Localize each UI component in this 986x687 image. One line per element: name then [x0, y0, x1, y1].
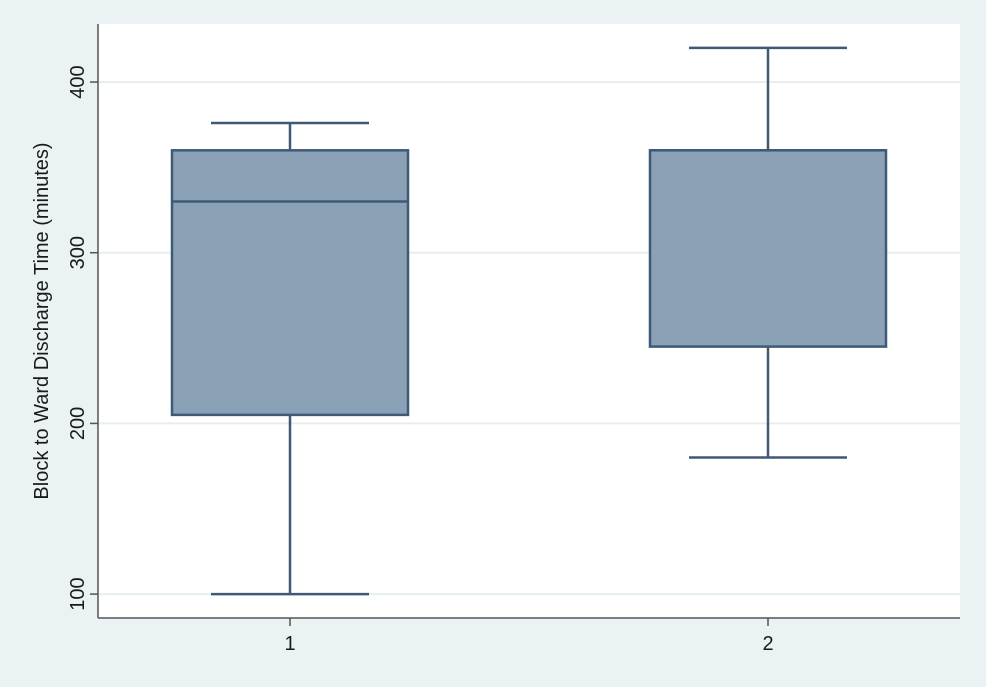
- box-2: [648, 46, 888, 459]
- axes: 100 200 300 400 1 2: [67, 24, 960, 655]
- box-iqr-1: [170, 149, 410, 417]
- x-tick-label-2: 2: [762, 633, 773, 655]
- y-tick-label-300: 300: [67, 236, 89, 269]
- y-tick-label-200: 200: [67, 407, 89, 440]
- box-iqr-2: [648, 149, 888, 348]
- y-tick-label-400: 400: [67, 65, 89, 98]
- y-tick-label-100: 100: [67, 577, 89, 610]
- y-axis-label: Block to Ward Discharge Time (minutes): [31, 142, 53, 499]
- boxes: [170, 46, 888, 596]
- x-tick-label-1: 1: [284, 633, 295, 655]
- box-1: [170, 121, 410, 596]
